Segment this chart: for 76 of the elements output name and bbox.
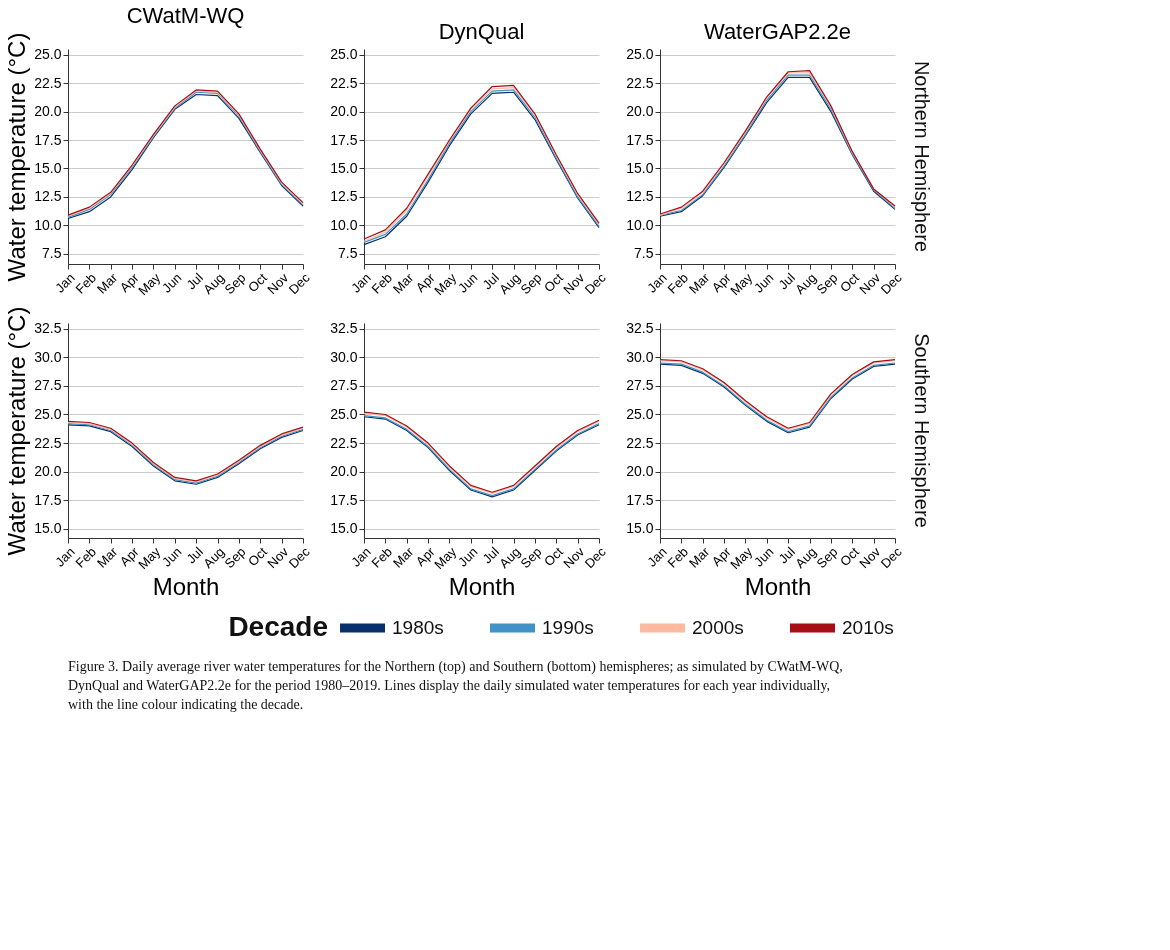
x-tick-label: Jun	[159, 544, 185, 570]
caption: Figure 3. Daily average river water temperatures for the Northern (top) and Southern (bottom) hemispheres; as simulated by CWatM-WQ, DynQual and WaterGAP2.2e for the period 1980–2019. Lines display the daily simulated water temperatures for each year individually, with the line colour indicating the decade.	[68, 659, 843, 712]
x-axis-title: Month	[152, 573, 220, 601]
x-tick-label: Jun	[455, 544, 481, 570]
y-tick-label: 20.0	[330, 463, 358, 480]
y-tick-label: 15.0	[34, 520, 62, 537]
x-tick-label: Jun	[751, 544, 777, 570]
y-tick-label: 17.5	[330, 491, 358, 508]
x-tick-label: Jun	[455, 270, 481, 296]
y-tick-label: 17.5	[330, 131, 358, 148]
chart-title: CWatM-WQ	[126, 3, 245, 29]
y-tick-label: 12.5	[34, 188, 62, 205]
legend-label: 1980s	[392, 617, 444, 638]
y-tick-label: 15.0	[330, 159, 358, 176]
y-tick-label: 30.0	[330, 348, 358, 365]
x-tick-label: Jul	[479, 270, 502, 293]
y-tick-label: 22.5	[34, 434, 62, 451]
y-tick-label: 22.5	[330, 434, 358, 451]
y-tick-label: 7.5	[42, 245, 62, 262]
y-tick-label: 15.0	[626, 520, 654, 537]
x-axis-title: Month	[744, 573, 812, 601]
y-tick-label: 10.0	[626, 216, 654, 233]
y-tick-label: 25.0	[626, 46, 654, 63]
x-tick-label: Jul	[479, 544, 502, 567]
y-tick-label: 25.0	[626, 405, 654, 422]
chart-title: DynQual	[438, 18, 525, 44]
y-tick-label: 22.5	[34, 74, 62, 91]
x-tick-label: Jun	[751, 270, 777, 296]
y-axis-title: Water temperature (°C)	[3, 306, 31, 556]
x-tick-label: Jul	[775, 544, 798, 567]
chart-title: WaterGAP2.2e	[703, 18, 852, 44]
y-tick-label: 32.5	[626, 320, 654, 337]
x-tick-label: Jul	[775, 270, 798, 293]
y-tick-label: 17.5	[626, 131, 654, 148]
y-tick-label: 10.0	[34, 216, 62, 233]
y-tick-label: 12.5	[626, 188, 654, 205]
y-tick-label: 20.0	[34, 103, 62, 120]
y-tick-label: 7.5	[338, 245, 358, 262]
x-tick-label: Jun	[159, 270, 185, 296]
x-axis-title: Month	[448, 573, 516, 601]
y-tick-label: 20.0	[330, 103, 358, 120]
y-tick-label: 17.5	[34, 491, 62, 508]
y-tick-label: 20.0	[626, 463, 654, 480]
y-tick-label: 15.0	[626, 159, 654, 176]
legend-label: 2010s	[842, 617, 894, 638]
y-tick-label: 15.0	[330, 520, 358, 537]
y-tick-label: 25.0	[34, 46, 62, 63]
y-tick-label: 32.5	[34, 320, 62, 337]
y-tick-label: 7.5	[634, 245, 654, 262]
y-tick-label: 25.0	[330, 405, 358, 422]
y-axis-title: Water temperature (°C)	[3, 32, 31, 282]
y-tick-label: 22.5	[626, 434, 654, 451]
y-tick-label: 17.5	[626, 491, 654, 508]
x-tick-label: Jul	[183, 544, 206, 567]
y-tick-label: 27.5	[626, 377, 654, 394]
y-tick-label: 22.5	[330, 74, 358, 91]
legend-label: 2000s	[692, 617, 744, 638]
legend-title: Decade	[228, 611, 328, 642]
y-tick-label: 22.5	[626, 74, 654, 91]
y-tick-label: 30.0	[626, 348, 654, 365]
y-tick-label: 27.5	[330, 377, 358, 394]
y-tick-label: 12.5	[330, 188, 358, 205]
y-tick-label: 17.5	[34, 131, 62, 148]
legend-label: 1990s	[542, 617, 594, 638]
y-tick-label: 25.0	[330, 46, 358, 63]
y-tick-label: 27.5	[34, 377, 62, 394]
y-tick-label: 15.0	[34, 159, 62, 176]
y-tick-label: 32.5	[330, 320, 358, 337]
text: Northern Hemisphere	[911, 60, 933, 253]
text: Southern Hemisphere	[911, 333, 933, 528]
x-tick-label: Jul	[183, 270, 206, 293]
y-tick-label: 10.0	[330, 216, 358, 233]
y-tick-label: 20.0	[34, 463, 62, 480]
y-tick-label: 30.0	[34, 348, 62, 365]
y-tick-label: 20.0	[626, 103, 654, 120]
y-tick-label: 25.0	[34, 405, 62, 422]
